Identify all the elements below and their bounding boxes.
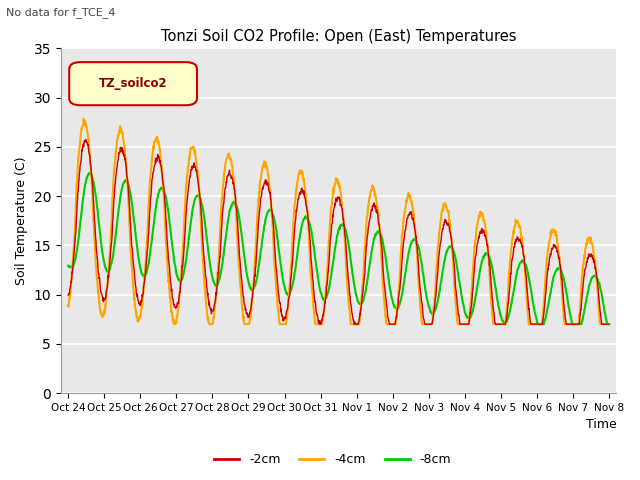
-2cm bbox=[373, 207, 381, 213]
-2cm bbox=[315, 318, 323, 324]
-4cm bbox=[306, 247, 314, 253]
Line: -8cm: -8cm bbox=[68, 173, 609, 324]
-8cm bbox=[315, 282, 323, 288]
-4cm bbox=[106, 243, 114, 249]
Text: No data for f_TCE_4: No data for f_TCE_4 bbox=[6, 7, 116, 18]
-8cm bbox=[86, 170, 93, 176]
-4cm bbox=[170, 321, 178, 327]
-8cm bbox=[605, 321, 613, 327]
Legend: -2cm, -4cm, -8cm: -2cm, -4cm, -8cm bbox=[209, 448, 456, 471]
Title: Tonzi Soil CO2 Profile: Open (East) Temperatures: Tonzi Soil CO2 Profile: Open (East) Temp… bbox=[161, 29, 516, 44]
Line: -2cm: -2cm bbox=[68, 140, 609, 324]
X-axis label: Time: Time bbox=[586, 419, 616, 432]
Y-axis label: Soil Temperature (C): Soil Temperature (C) bbox=[15, 156, 28, 285]
Text: TZ_soilco2: TZ_soilco2 bbox=[99, 77, 168, 90]
-2cm bbox=[305, 228, 313, 234]
-8cm bbox=[106, 265, 114, 271]
-4cm bbox=[316, 321, 323, 327]
-8cm bbox=[129, 204, 136, 210]
-8cm bbox=[294, 245, 302, 251]
-2cm bbox=[106, 251, 114, 256]
-2cm bbox=[64, 292, 72, 298]
FancyBboxPatch shape bbox=[69, 62, 197, 105]
Line: -4cm: -4cm bbox=[68, 119, 609, 324]
-2cm bbox=[294, 196, 302, 202]
-8cm bbox=[64, 263, 72, 269]
-4cm bbox=[294, 172, 302, 178]
-2cm bbox=[129, 246, 136, 252]
-4cm bbox=[605, 321, 613, 327]
-2cm bbox=[605, 321, 613, 327]
-4cm bbox=[64, 302, 72, 308]
-4cm bbox=[129, 271, 136, 277]
-8cm bbox=[305, 220, 313, 226]
-4cm bbox=[373, 199, 381, 205]
-4cm bbox=[80, 116, 88, 122]
-8cm bbox=[372, 230, 380, 236]
-2cm bbox=[316, 321, 324, 327]
-2cm bbox=[82, 137, 90, 143]
-8cm bbox=[534, 321, 542, 327]
